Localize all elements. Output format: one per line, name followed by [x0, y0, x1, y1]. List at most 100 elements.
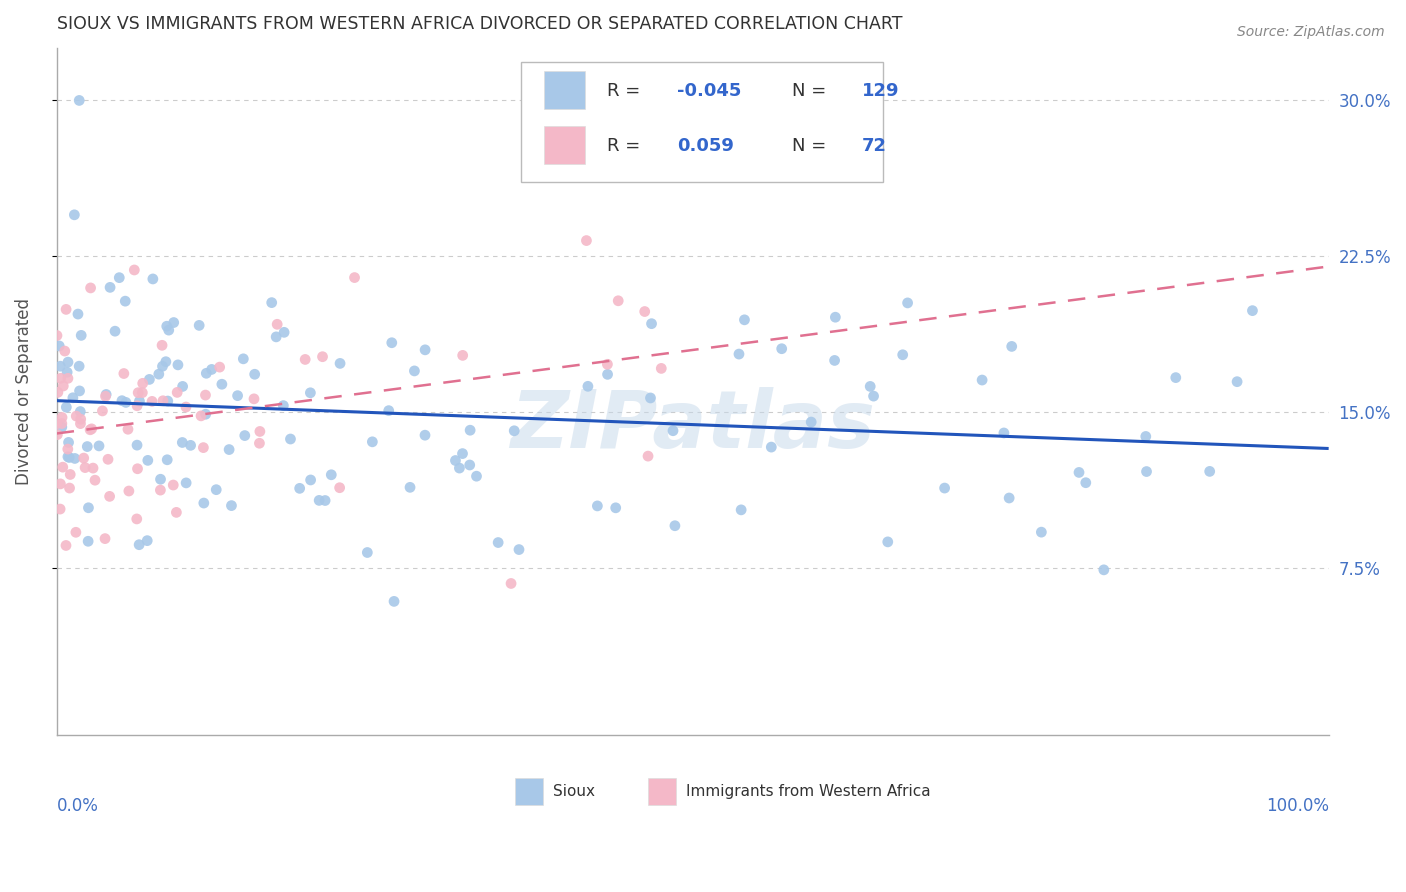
Point	[382, 594, 405, 608]
Point	[163, 316, 186, 330]
Point	[249, 436, 271, 450]
Point	[634, 304, 657, 318]
Point	[596, 357, 619, 371]
Point	[451, 348, 474, 362]
Point	[1074, 475, 1097, 490]
Point	[124, 263, 146, 277]
Point	[67, 359, 90, 374]
Point	[49, 371, 72, 385]
Point	[150, 338, 173, 352]
Point	[193, 496, 215, 510]
Point	[111, 393, 134, 408]
Point	[49, 476, 72, 491]
Point	[273, 399, 295, 413]
Point	[273, 326, 295, 340]
Point	[876, 534, 898, 549]
Point	[48, 339, 70, 353]
Point	[233, 428, 256, 442]
Point	[934, 481, 956, 495]
Point	[51, 417, 73, 431]
Point	[205, 483, 228, 497]
Point	[96, 387, 118, 401]
Point	[343, 270, 366, 285]
Point	[1092, 563, 1115, 577]
Point	[404, 364, 426, 378]
Text: -0.045: -0.045	[678, 82, 742, 100]
Point	[94, 532, 117, 546]
Point	[152, 359, 174, 374]
Point	[138, 372, 160, 386]
Point	[451, 447, 474, 461]
Point	[112, 367, 135, 381]
Point	[194, 388, 217, 402]
Point	[188, 318, 211, 333]
Text: 129: 129	[862, 82, 900, 100]
Point	[58, 435, 80, 450]
Point	[377, 403, 399, 417]
Point	[128, 394, 150, 409]
Point	[998, 491, 1021, 505]
Point	[193, 441, 215, 455]
Point	[69, 417, 91, 431]
Point	[157, 323, 180, 337]
Point	[51, 410, 73, 425]
Point	[211, 377, 233, 392]
Point	[897, 296, 920, 310]
Point	[56, 365, 79, 379]
Point	[141, 394, 163, 409]
Text: N =: N =	[792, 136, 832, 155]
Point	[167, 358, 190, 372]
Point	[49, 359, 72, 374]
Point	[55, 539, 77, 553]
Point	[260, 295, 283, 310]
Point	[449, 461, 471, 475]
Text: ZIPatlas: ZIPatlas	[510, 387, 875, 465]
Point	[499, 576, 522, 591]
Bar	[515, 778, 543, 805]
Point	[1001, 339, 1024, 353]
Point	[108, 270, 131, 285]
Point	[115, 395, 138, 409]
Point	[94, 389, 117, 403]
Point	[194, 407, 217, 421]
Y-axis label: Divorced or Separated: Divorced or Separated	[15, 298, 32, 485]
Point	[361, 434, 384, 449]
Point	[180, 438, 202, 452]
Point	[607, 293, 630, 308]
Point	[1164, 370, 1187, 384]
Point	[65, 409, 87, 423]
Point	[575, 234, 598, 248]
Point	[155, 355, 177, 369]
Point	[299, 385, 322, 400]
Point	[49, 502, 72, 516]
Point	[63, 451, 86, 466]
Point	[218, 442, 240, 457]
Point	[69, 412, 91, 426]
Point	[174, 475, 197, 490]
Point	[59, 467, 82, 482]
Point	[56, 371, 79, 385]
Point	[314, 493, 336, 508]
Point	[458, 423, 481, 437]
Point	[125, 512, 148, 526]
Point	[76, 440, 98, 454]
Point	[51, 420, 73, 434]
Text: Sioux: Sioux	[553, 784, 595, 799]
Point	[972, 373, 994, 387]
Point	[117, 422, 139, 436]
Point	[413, 428, 436, 442]
Point	[63, 208, 86, 222]
Point	[77, 500, 100, 515]
Point	[84, 473, 107, 487]
Point	[56, 355, 79, 369]
FancyBboxPatch shape	[520, 62, 883, 182]
Point	[329, 481, 352, 495]
Point	[67, 94, 90, 108]
Point	[640, 391, 662, 405]
Point	[56, 450, 79, 464]
Point	[664, 518, 686, 533]
Point	[58, 481, 80, 495]
Point	[221, 499, 243, 513]
Point	[131, 385, 153, 400]
Point	[128, 538, 150, 552]
